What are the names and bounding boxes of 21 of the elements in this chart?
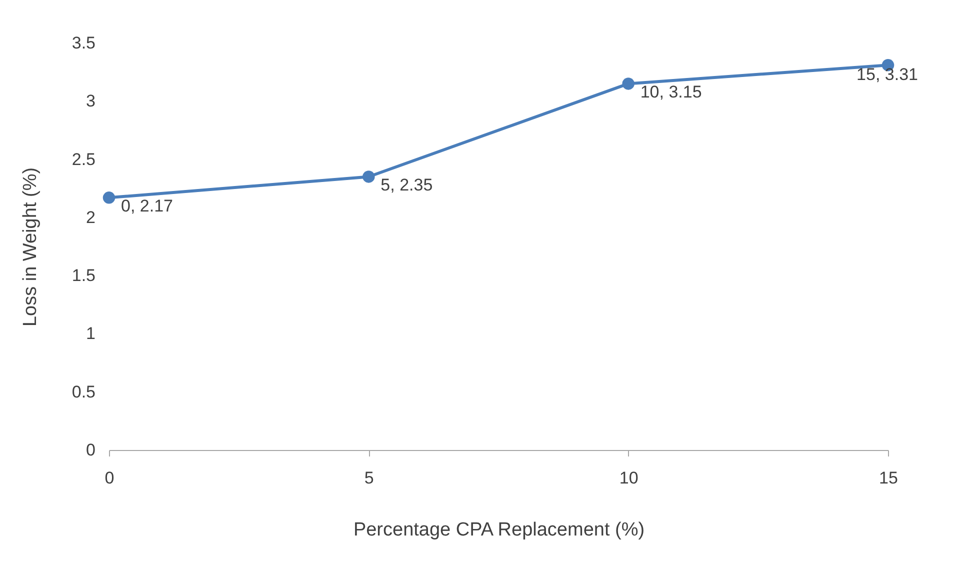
x-tick-label: 0 bbox=[104, 468, 114, 488]
y-tick-label: 1.5 bbox=[72, 266, 96, 286]
point bbox=[362, 170, 375, 183]
data-label: 5, 2.35 bbox=[380, 176, 433, 195]
point bbox=[622, 78, 634, 90]
y-axis-title: Loss in Weight (%) bbox=[20, 167, 41, 327]
x-tick-label: 10 bbox=[619, 468, 638, 488]
x-tick-label: 15 bbox=[879, 468, 898, 488]
x-axis-title: Percentage CPA Replacement (%) bbox=[353, 520, 645, 540]
y-tick-label: 2.5 bbox=[72, 150, 96, 169]
data-label: 0, 2.17 bbox=[121, 196, 173, 216]
y-tick-label: 3 bbox=[86, 92, 96, 111]
y-tick-label: 1 bbox=[86, 324, 96, 344]
y-tick-label: 3.5 bbox=[72, 34, 96, 52]
data-label: 15, 3.31 bbox=[856, 65, 918, 84]
x-tick-label: 5 bbox=[364, 468, 374, 488]
y-tick-label: 2 bbox=[86, 208, 96, 227]
y-tick-label: 0.5 bbox=[72, 382, 96, 402]
data-label: 10, 3.15 bbox=[640, 82, 702, 102]
point bbox=[102, 192, 116, 204]
y-tick-label: 0 bbox=[86, 440, 96, 460]
